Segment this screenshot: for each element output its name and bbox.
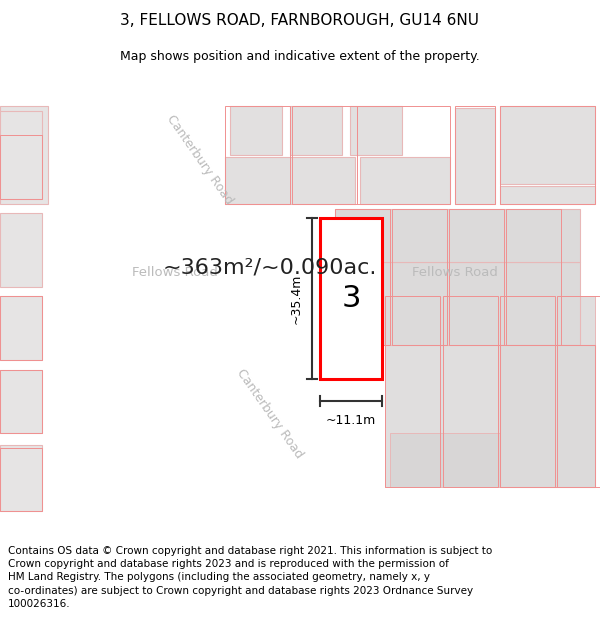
Text: Map shows position and indicative extent of the property.: Map shows position and indicative extent… <box>120 49 480 62</box>
Bar <box>385 296 595 487</box>
Text: Canterbury Road: Canterbury Road <box>164 112 236 207</box>
Bar <box>360 157 450 204</box>
Bar <box>449 209 504 345</box>
Bar <box>0 370 42 433</box>
Bar <box>500 106 595 204</box>
Text: Crown copyright and database rights 2023 and is reproduced with the permission o: Crown copyright and database rights 2023… <box>8 559 449 569</box>
Bar <box>390 433 590 487</box>
Bar <box>335 209 390 345</box>
Bar <box>335 262 580 345</box>
Bar <box>320 218 382 379</box>
Bar <box>455 106 495 204</box>
Bar <box>385 296 440 487</box>
Text: 3, FELLOWS ROAD, FARNBOROUGH, GU14 6NU: 3, FELLOWS ROAD, FARNBOROUGH, GU14 6NU <box>121 12 479 28</box>
Bar <box>225 157 355 204</box>
Bar <box>0 111 42 199</box>
Bar <box>350 106 402 155</box>
Text: Contains OS data © Crown copyright and database right 2021. This information is : Contains OS data © Crown copyright and d… <box>8 546 492 556</box>
Bar <box>0 136 42 199</box>
Text: Fellows Road: Fellows Road <box>412 266 498 279</box>
Bar <box>0 370 42 433</box>
Text: Canterbury Road: Canterbury Road <box>234 366 306 461</box>
Bar <box>455 108 495 204</box>
Bar <box>290 106 342 155</box>
Text: Fellows Road: Fellows Road <box>132 266 218 279</box>
Bar <box>0 296 42 360</box>
Polygon shape <box>155 72 355 541</box>
Text: ~11.1m: ~11.1m <box>326 414 376 427</box>
Bar <box>500 186 595 204</box>
Bar <box>500 345 595 487</box>
Bar <box>0 214 42 287</box>
Bar <box>392 209 447 345</box>
Bar <box>0 296 42 360</box>
Polygon shape <box>0 72 600 101</box>
Bar <box>230 106 282 155</box>
Bar <box>357 106 450 204</box>
Text: ~35.4m: ~35.4m <box>290 274 302 324</box>
Bar <box>500 106 595 184</box>
Text: HM Land Registry. The polygons (including the associated geometry, namely x, y: HM Land Registry. The polygons (includin… <box>8 572 430 582</box>
Bar <box>443 296 498 487</box>
Bar <box>0 106 48 204</box>
Bar <box>335 209 580 262</box>
Bar <box>557 296 600 487</box>
Bar <box>500 296 555 487</box>
Text: 100026316.: 100026316. <box>8 599 71 609</box>
Bar <box>0 445 42 511</box>
Polygon shape <box>0 256 600 287</box>
Bar <box>292 106 357 204</box>
Bar <box>506 209 561 345</box>
Text: 3: 3 <box>341 284 361 313</box>
Bar <box>500 345 595 487</box>
Text: co-ordinates) are subject to Crown copyright and database rights 2023 Ordnance S: co-ordinates) are subject to Crown copyr… <box>8 586 473 596</box>
Text: ~363m²/~0.090ac.: ~363m²/~0.090ac. <box>163 258 377 278</box>
Bar <box>225 106 290 204</box>
Bar <box>0 448 42 511</box>
